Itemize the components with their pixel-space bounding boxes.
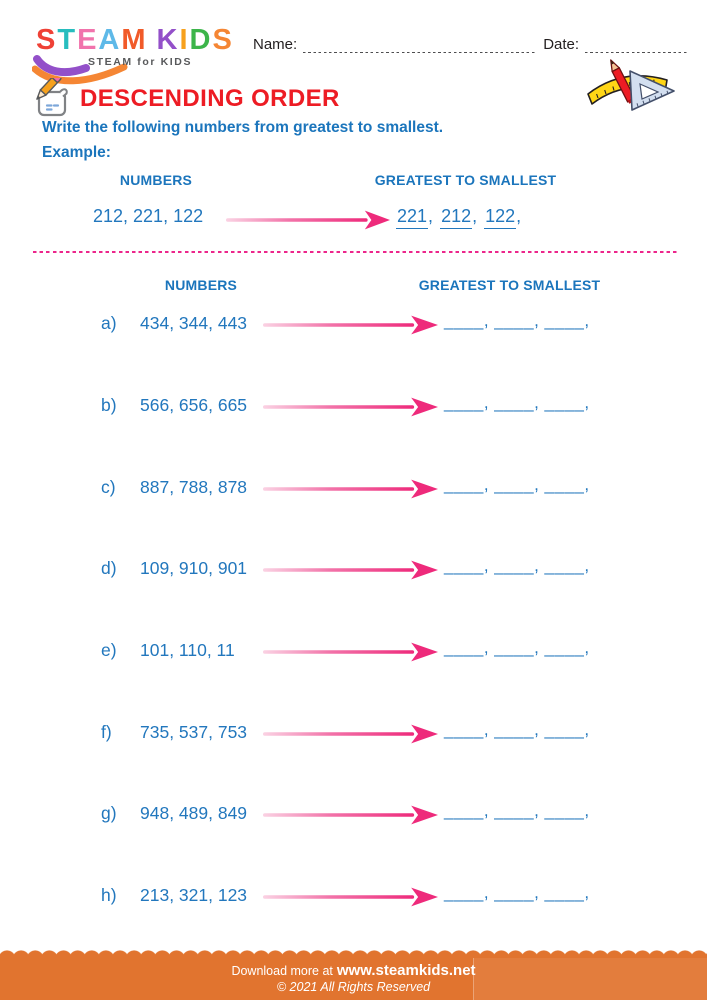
page-title: DESCENDING ORDER xyxy=(80,85,340,112)
answer-blanks[interactable]: ____, ____, ____, xyxy=(444,311,590,330)
steamkids-logo: S T E A M K I D S STEAM for KIDS xyxy=(32,26,251,87)
footer: Download more at www.steamkids.net © 2021… xyxy=(0,945,707,1000)
row-numbers: 948, 489, 849 xyxy=(140,803,248,823)
name-input-line[interactable] xyxy=(303,40,538,53)
worksheet-row: e) 101, 110, 11 ____, ____, ____, xyxy=(0,636,707,666)
scalloped-edge xyxy=(0,945,707,958)
worksheet-row: d) 109, 910, 901 ____, ____, ____, xyxy=(0,554,707,584)
logo-letter: A xyxy=(98,24,121,56)
logo-letter: I xyxy=(179,24,189,56)
answer-blanks[interactable]: ____, ____, ____, xyxy=(444,556,590,575)
date-label: Date: xyxy=(543,36,580,53)
example-answers: 221, 212, 122, xyxy=(396,206,521,229)
answer-blanks[interactable]: ____, ____, ____, xyxy=(444,883,590,902)
arrow-icon xyxy=(263,314,438,336)
ruler-pencil-setsquare-icon xyxy=(587,59,675,111)
row-label: g) xyxy=(101,803,117,823)
row-label: b) xyxy=(101,395,117,415)
worksheet-row: g) 948, 489, 849 ____, ____, ____, xyxy=(0,799,707,829)
row-label: c) xyxy=(101,477,116,497)
footer-copyright: © 2021 All Rights Reserved xyxy=(276,980,431,994)
answer-blanks[interactable]: ____, ____, ____, xyxy=(444,475,590,494)
date-input-line[interactable] xyxy=(585,40,689,53)
row-label: h) xyxy=(101,885,117,905)
row-label: d) xyxy=(101,558,117,578)
arrow-icon xyxy=(263,723,438,745)
logo-tagline: STEAM for KIDS xyxy=(88,56,193,68)
answer-blanks[interactable]: ____, ____, ____, xyxy=(444,801,590,820)
worksheet-row: c) 887, 788, 878 ____, ____, ____, xyxy=(0,473,707,503)
worksheet-row: f) 735, 537, 753 ____, ____, ____, xyxy=(0,718,707,748)
arrow-icon xyxy=(263,886,438,908)
logo-letter: K xyxy=(156,24,179,56)
logo-swoosh-icon xyxy=(32,55,128,85)
dashed-divider xyxy=(33,251,678,253)
example-label: Example: xyxy=(42,144,111,161)
logo-letter: S xyxy=(36,24,57,56)
worksheet-row: h) 213, 321, 123 ____, ____, ____, xyxy=(0,881,707,911)
notepad-pencil-icon xyxy=(36,78,68,117)
row-numbers: 566, 656, 665 xyxy=(140,395,248,415)
name-date-fields: Name: Date: xyxy=(253,37,697,53)
example-row: 212, 221, 122 221, 212, 122, xyxy=(0,203,707,235)
logo-letter: M xyxy=(121,24,147,56)
answer-blanks[interactable]: ____, ____, ____, xyxy=(444,393,590,412)
arrow-icon xyxy=(263,559,438,581)
row-numbers: 735, 537, 753 xyxy=(140,722,248,742)
comma: , xyxy=(472,206,478,226)
logo-letter: D xyxy=(189,24,212,56)
answer-blanks[interactable]: ____, ____, ____, xyxy=(444,638,590,657)
footer-site-link[interactable]: www.steamkids.net xyxy=(336,962,476,979)
example-answer: 212 xyxy=(440,206,473,229)
example-answer: 122 xyxy=(484,206,517,229)
row-label: e) xyxy=(101,640,117,660)
answer-blanks[interactable]: ____, ____, ____, xyxy=(444,720,590,739)
logo-wordmark: S T E A M K I D S xyxy=(36,26,251,55)
arrow-icon xyxy=(263,478,438,500)
footer-download-line: Download more at www.steamkids.net xyxy=(0,962,707,979)
example-numbers: 212, 221, 122 xyxy=(93,206,204,226)
row-numbers: 109, 910, 901 xyxy=(140,558,248,578)
row-numbers: 101, 110, 11 xyxy=(140,640,235,660)
comma: , xyxy=(516,206,522,226)
row-numbers: 213, 321, 123 xyxy=(140,885,248,905)
instruction-text: Write the following numbers from greates… xyxy=(42,119,444,136)
arrow-icon xyxy=(226,209,390,231)
logo-letter: T xyxy=(57,24,77,56)
row-numbers: 434, 344, 443 xyxy=(140,313,248,333)
worksheet-row: a) 434, 344, 443 ____, ____, ____, xyxy=(0,309,707,339)
arrow-icon xyxy=(263,396,438,418)
arrow-icon xyxy=(263,804,438,826)
name-label: Name: xyxy=(253,36,298,53)
footer-download-prefix: Download more at xyxy=(231,964,333,978)
example-answer: 221 xyxy=(396,206,429,229)
worksheet-answers-header: GREATEST TO SMALLEST xyxy=(418,277,601,293)
row-numbers: 887, 788, 878 xyxy=(140,477,248,497)
footer-seam xyxy=(473,958,707,1000)
comma: , xyxy=(428,206,434,226)
arrow-icon xyxy=(263,641,438,663)
example-numbers-header: NUMBERS xyxy=(119,172,193,188)
worksheet-numbers-header: NUMBERS xyxy=(164,277,238,293)
row-label: a) xyxy=(101,313,117,333)
example-answers-header: GREATEST TO SMALLEST xyxy=(374,172,557,188)
row-label: f) xyxy=(101,722,112,742)
logo-letter: E xyxy=(77,24,98,56)
logo-letter: S xyxy=(212,24,233,56)
worksheet-row: b) 566, 656, 665 ____, ____, ____, xyxy=(0,391,707,421)
